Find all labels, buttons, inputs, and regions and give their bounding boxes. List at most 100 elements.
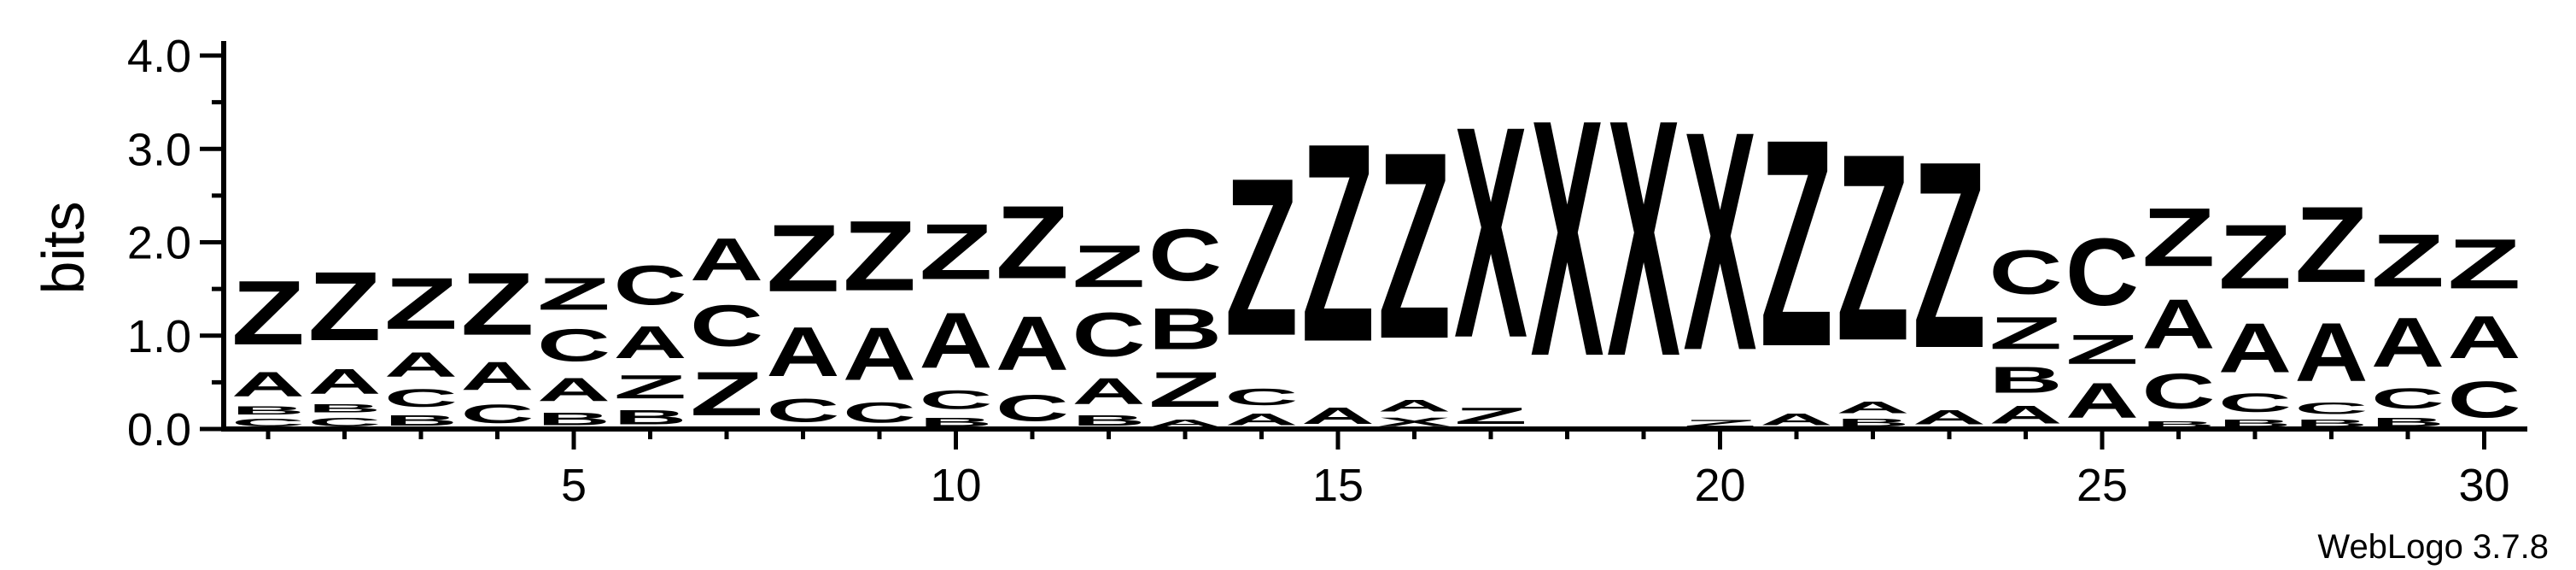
logo-letter-c: C	[384, 385, 458, 412]
x-tick-label: 10	[930, 460, 981, 511]
logo-letter-z: Z	[2448, 225, 2521, 304]
logo-letter-a: A	[231, 364, 305, 403]
logo-letter-b: B	[2295, 418, 2369, 429]
logo-letter-z: Z	[1684, 418, 1757, 429]
logo-letter-x: X	[1454, 64, 1528, 402]
logo-letter-z: Z	[537, 268, 610, 320]
logo-letter-a: A	[1913, 406, 1986, 429]
x-tick-label: 15	[1312, 460, 1364, 511]
x-tick-label: 30	[2458, 460, 2509, 511]
logo-letter-b: B	[614, 406, 687, 429]
logo-letter-a: A	[2295, 306, 2369, 399]
logo-letter-c: C	[231, 417, 305, 429]
logo-letter-a: A	[308, 361, 382, 402]
logo-letter-b: B	[920, 415, 993, 429]
logo-letter-b: B	[1989, 359, 2062, 401]
logo-letter-b: B	[537, 408, 610, 429]
logo-letter-c: C	[2448, 372, 2521, 429]
logo-letter-z: Z	[461, 255, 534, 354]
logo-letter-c: C	[2065, 218, 2139, 326]
logo-letter-z: Z	[996, 184, 1069, 300]
logo-letter-a: A	[1301, 403, 1375, 429]
logo-letter-z: Z	[308, 252, 382, 361]
logo-letter-z: Z	[2142, 191, 2216, 285]
logo-letter-a: A	[2218, 309, 2292, 388]
logo-letter-c: C	[1989, 238, 2063, 307]
logo-letter-c: C	[2218, 388, 2292, 418]
logo-letter-a: A	[2371, 303, 2445, 382]
logo-letter-z: Z	[1837, 99, 1910, 397]
logo-letter-a: A	[1377, 397, 1451, 415]
axes	[221, 41, 2527, 432]
x-tick-label: 5	[561, 460, 587, 511]
logo-letter-b: B	[2218, 418, 2292, 429]
logo-letter-b: B	[1148, 296, 1222, 361]
logo-letter-z: Z	[1454, 403, 1527, 428]
x-tick-label: 20	[1694, 460, 1745, 511]
logo-letter-a: A	[1760, 410, 1833, 429]
logo-letter-z: Z	[767, 204, 840, 311]
logo-letter-z: Z	[920, 208, 993, 296]
logo-letter-a: A	[920, 296, 993, 385]
logo-letter-x: X	[1607, 50, 1681, 427]
logo-letter-a: A	[2448, 304, 2521, 371]
logo-letter-c: C	[461, 399, 534, 429]
x-tick-label: 25	[2077, 460, 2128, 511]
logo-letter-c: C	[537, 320, 610, 371]
logo-letter-x: X	[1531, 50, 1605, 427]
logo-letter-b: B	[307, 402, 381, 414]
logo-letter-b: B	[2371, 415, 2445, 429]
logo-letter-x: X	[1683, 68, 1757, 416]
credit-label: WebLogo 3.7.8	[2317, 528, 2549, 566]
logo-letter-c: C	[1072, 300, 1146, 369]
logo-letter-z: Z	[384, 262, 458, 344]
logo-letter-z: Z	[843, 201, 916, 312]
logo-letter-z: Z	[2371, 219, 2445, 303]
logo-letter-z: Z	[2218, 206, 2292, 309]
logo-letter-c: C	[843, 397, 916, 429]
logo-letter-c: C	[2371, 382, 2445, 414]
y-tick-label: 0.0	[127, 404, 191, 455]
logo-letter-a: A	[1148, 418, 1222, 429]
logo-letter-b: B	[1072, 412, 1145, 429]
logo-letter-a: A	[2142, 284, 2216, 363]
logo-letter-z: Z	[1148, 361, 1222, 418]
logo-letter-z: Z	[231, 261, 305, 364]
logo-letter-a: A	[384, 344, 458, 384]
logo-letter-z: Z	[1989, 308, 2063, 359]
logo-letter-b: B	[231, 403, 305, 416]
logo-letter-z: Z	[614, 368, 687, 406]
x-ticks: 5 10 15 20 25 30	[266, 429, 2510, 511]
logo-letter-c: C	[767, 391, 840, 429]
y-tick-label: 4.0	[127, 31, 191, 82]
logo-letter-a: A	[460, 355, 534, 399]
logo-letter-z: Z	[1072, 232, 1146, 300]
logo-letter-a: A	[2065, 373, 2139, 428]
logo-letter-c: C	[308, 415, 382, 429]
logo-letter-c: C	[920, 385, 993, 415]
logo-letter-b: B	[384, 412, 458, 429]
y-ticks: 0.0 1.0 2.0 3.0 4.0	[127, 31, 224, 455]
logo-letter-a: A	[767, 312, 840, 391]
logo-letter-z: Z	[2295, 185, 2369, 305]
logo-letter-z: Z	[1301, 84, 1375, 401]
logo-letter-z: Z	[1225, 131, 1299, 382]
logo-letter-a: A	[996, 302, 1069, 387]
logo-letter-x: X	[1377, 415, 1451, 429]
logo-letter-a: A	[1989, 402, 2063, 429]
logo-letter-z: Z	[2065, 326, 2139, 373]
logo-letter-a: A	[1836, 398, 1909, 417]
logo-letter-z: Z	[1378, 97, 1452, 395]
logo-letter-c: C	[2294, 399, 2368, 418]
y-tick-label: 2.0	[127, 218, 191, 269]
logo-letter-a: A	[1224, 410, 1298, 429]
logo-letter-z: Z	[1760, 79, 1833, 408]
logo-letter-c: C	[1224, 385, 1298, 410]
logo-letter-a: A	[843, 313, 916, 397]
logo-letter-a: A	[1072, 371, 1145, 413]
logo-letter-c: C	[996, 387, 1069, 429]
logo-letter-z: Z	[690, 358, 763, 428]
logo-letter-c: C	[1148, 214, 1222, 296]
logo-letter-c: C	[690, 293, 763, 359]
